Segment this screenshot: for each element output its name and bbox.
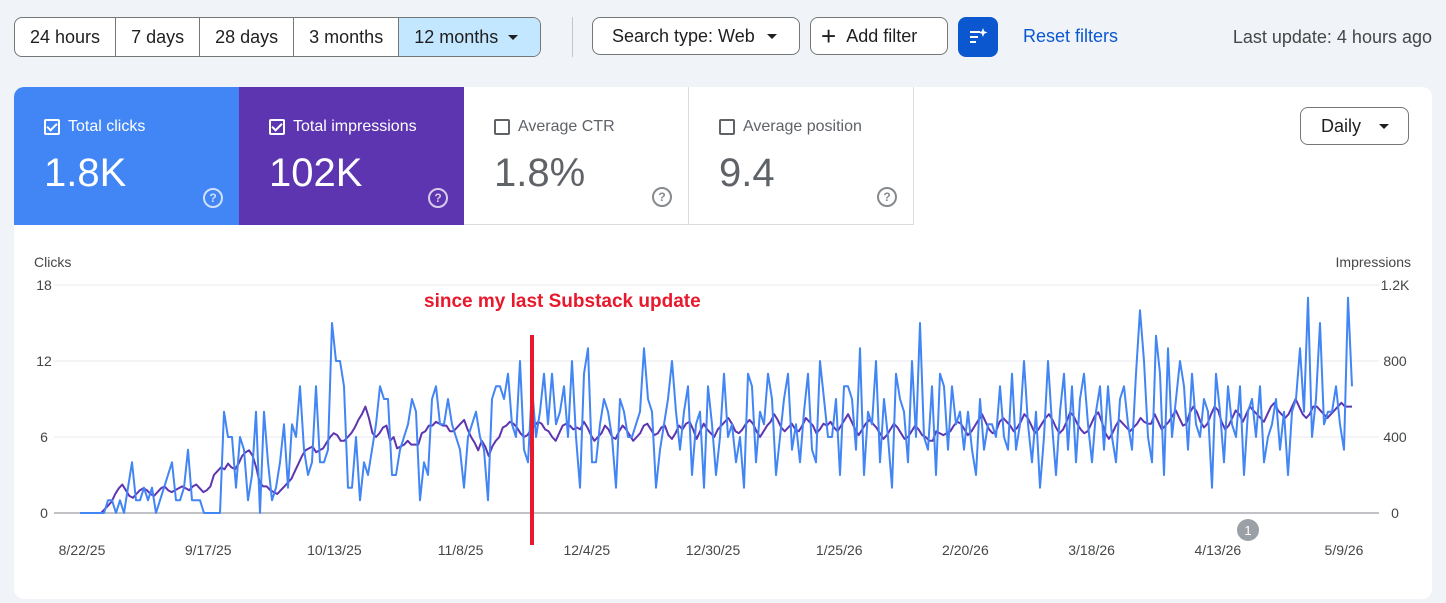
performance-card: Total clicks 1.8K ? Total impressions 10… (14, 87, 1432, 599)
search-type-dropdown[interactable]: Search type: Web (592, 17, 800, 55)
y-tick-right: 800 (1383, 353, 1407, 369)
toolbar-divider (572, 17, 573, 57)
date-range-label: 12 months (414, 27, 499, 47)
metric-value: 102K (269, 151, 363, 195)
x-tick-label: 4/13/26 (1194, 542, 1241, 558)
y-tick-left: 6 (40, 429, 48, 445)
x-tick-label: 1/25/26 (816, 542, 863, 558)
chevron-down-icon (766, 33, 777, 39)
x-tick-label: 8/22/25 (59, 542, 106, 558)
date-range-label: 24 hours (30, 27, 101, 47)
filter-settings-button[interactable] (958, 17, 998, 57)
granularity-label: Daily (1321, 115, 1362, 136)
metric-label-row: Total impressions (269, 118, 417, 136)
filter-sparkle-icon (970, 28, 988, 43)
add-filter-button[interactable]: + Add filter (810, 17, 948, 55)
y-tick-right: 1.2K (1381, 277, 1410, 293)
metric-value: 1.8% (494, 151, 586, 195)
metric-value: 1.8K (44, 151, 127, 195)
y-axis-left-label: Clicks (34, 254, 71, 270)
metric-label: Average position (743, 118, 862, 135)
date-range-label: 7 days (131, 27, 185, 47)
checkbox-checked-icon[interactable] (269, 119, 285, 135)
metric-value: 9.4 (719, 151, 775, 195)
x-tick-label: 3/18/26 (1068, 542, 1115, 558)
last-update-text: Last update: 4 hours ago (1232, 27, 1432, 47)
event-marker-label: 1 (1244, 523, 1251, 538)
reset-filters-link[interactable]: Reset filters (1023, 26, 1119, 46)
date-range-label: 28 days (215, 27, 279, 47)
performance-chart: Clicks Impressions 0 0 6 400 12 800 18 1.2K 8/2… (34, 254, 1411, 558)
y-axis-right-label: Impressions (1336, 254, 1411, 270)
date-range-option[interactable]: 3 months (294, 18, 400, 56)
chevron-down-icon (508, 34, 519, 40)
y-tick-left: 12 (36, 353, 52, 369)
date-range-option[interactable]: 24 hours (15, 18, 117, 56)
x-tick-label: 2/20/26 (942, 542, 989, 558)
checkbox-unchecked-icon[interactable] (494, 119, 510, 135)
date-range-option[interactable]: 12 months (399, 18, 541, 56)
metric-average-ctr[interactable]: Average CTR 1.8% ? (464, 87, 689, 225)
date-range-option[interactable]: 28 days (200, 18, 295, 56)
checkbox-unchecked-icon[interactable] (719, 119, 735, 135)
series-line-impressions (80, 398, 1352, 514)
x-tick-label: 11/8/25 (438, 542, 484, 558)
metric-label-row: Average CTR (494, 118, 615, 136)
help-icon[interactable]: ? (652, 187, 672, 207)
event-marker[interactable]: 1 (1237, 519, 1259, 541)
metric-average-position[interactable]: Average position 9.4 ? (689, 87, 914, 225)
x-tick-label: 12/30/25 (686, 542, 741, 558)
y-tick-right: 400 (1383, 429, 1407, 445)
plus-icon: + (821, 21, 837, 51)
y-tick-left: 0 (40, 505, 48, 521)
x-tick-label: 9/17/25 (185, 542, 232, 558)
help-icon[interactable]: ? (203, 188, 223, 208)
date-range-label: 3 months (309, 27, 384, 47)
granularity-dropdown[interactable]: Daily (1300, 107, 1409, 145)
x-tick-label: 12/4/25 (563, 542, 610, 558)
chevron-down-icon (1379, 123, 1390, 129)
metric-label: Total impressions (293, 118, 417, 135)
x-tick-label: 5/9/26 (1325, 542, 1364, 558)
add-filter-label: Add filter (846, 25, 918, 46)
help-icon[interactable]: ? (877, 187, 897, 207)
metric-label-row: Average position (719, 118, 862, 136)
series-line-clicks (80, 296, 1353, 514)
metric-label: Average CTR (518, 118, 615, 135)
help-icon[interactable]: ? (428, 188, 448, 208)
date-range-selector: 24 hours 7 days 28 days 3 months 12 months (14, 17, 542, 57)
annotation-text: since my last Substack update (424, 291, 701, 312)
toolbar: 24 hours 7 days 28 days 3 months 12 months S… (14, 17, 1432, 57)
search-type-label: Search type: Web (612, 25, 755, 46)
metric-total-clicks[interactable]: Total clicks 1.8K ? (14, 87, 239, 225)
checkbox-checked-icon[interactable] (44, 119, 60, 135)
y-tick-left: 18 (36, 277, 52, 293)
date-range-option[interactable]: 7 days (116, 18, 201, 56)
x-tick-label: 10/13/25 (307, 542, 362, 558)
metric-label: Total clicks (68, 118, 146, 135)
metric-total-impressions[interactable]: Total impressions 102K ? (239, 87, 464, 225)
y-tick-right: 0 (1391, 505, 1399, 521)
metric-label-row: Total clicks (44, 118, 145, 136)
